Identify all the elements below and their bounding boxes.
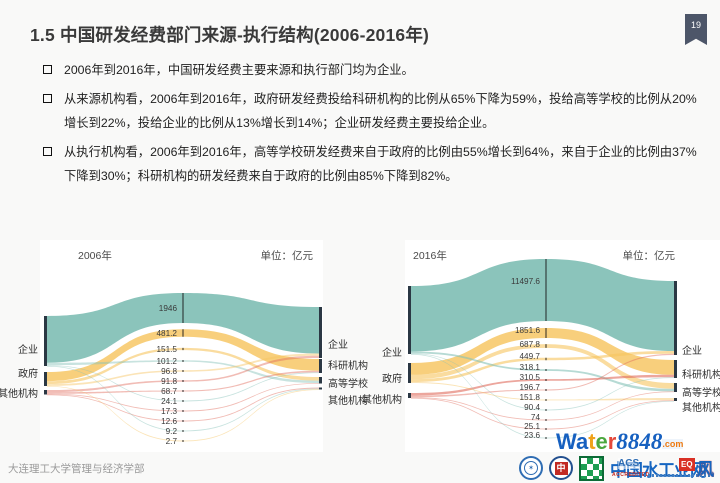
svg-text:101.2: 101.2: [157, 357, 178, 366]
footer-text: 大连理工大学管理与经济学部: [8, 463, 145, 475]
svg-text:481.2: 481.2: [157, 329, 178, 338]
svg-text:91.8: 91.8: [161, 377, 177, 386]
ring-inner-icon: ✶: [524, 461, 538, 475]
eqd-badge: EQ: [679, 458, 695, 471]
svg-text:310.5: 310.5: [520, 373, 541, 382]
target-node-label: 其他机构: [682, 403, 720, 414]
brand-letter: a: [575, 429, 589, 454]
bullet-item: 从执行机构看，2006年到2016年，高等学校研发经费来自于政府的比例由55%增…: [42, 140, 698, 188]
svg-text:151.8: 151.8: [520, 393, 541, 402]
brand-number: 8848: [616, 429, 663, 454]
svg-text:12.6: 12.6: [161, 417, 177, 426]
source-node-label: 企业: [18, 345, 38, 356]
svg-text:2.7: 2.7: [166, 437, 178, 446]
bullet-item: 从来源机构看，2006年到2016年，政府研发经费投给科研机构的比例从65%下降…: [42, 87, 698, 135]
svg-text:25.1: 25.1: [524, 422, 540, 431]
svg-text:151.5: 151.5: [157, 345, 178, 354]
svg-text:23.6: 23.6: [524, 431, 540, 440]
brand-letter: r: [607, 429, 617, 454]
sankey-diagram-2006: 1946 481.2 151.5 101.296.891.868.724.117.31…: [44, 293, 322, 446]
watermark-brand: Water8848.com: [556, 429, 684, 456]
svg-text:96.8: 96.8: [161, 367, 177, 376]
brand-letter: W: [556, 429, 576, 454]
emblem-character: 中: [554, 461, 568, 475]
svg-text:90.4: 90.4: [524, 403, 540, 412]
svg-text:11497.6: 11497.6: [511, 277, 540, 286]
brand-letter: t: [588, 429, 596, 454]
svg-text:24.1: 24.1: [161, 397, 177, 406]
svg-text:196.7: 196.7: [520, 383, 541, 392]
brand-letter: e: [595, 429, 608, 454]
acs-label: ACS: [618, 458, 640, 469]
chart-year-label: 2016年: [413, 250, 447, 262]
sankey-diagram-2016: 11497.6 1851.6 687.8 449.7 318.1310.5196.715…: [408, 258, 677, 440]
svg-text:1946: 1946: [159, 304, 178, 313]
sankey-chart-2006: 2006年 单位：亿元 1946 481.2 151.5 101.2 96.8 91.8 6…: [0, 240, 368, 458]
chart-unit-label: 单位：亿元: [622, 250, 676, 262]
sankey-chart-2016: 2016年 单位：亿元 11497.6 1851.6 687.8 449.7 318.1…: [360, 240, 720, 458]
source-node-label: 其他机构: [0, 389, 38, 400]
target-node-label: 高等学校: [328, 379, 368, 390]
watermark-last-character: 风: [697, 460, 714, 479]
tiny-text-strip: [644, 474, 714, 477]
bullet-list: 2006年到2016年，中国研发经费主要来源和执行部门均为企业。 从来源机构看，…: [42, 58, 698, 193]
svg-text:1851.6: 1851.6: [515, 326, 540, 335]
round-emblem-logo-icon: 中: [549, 456, 573, 480]
source-node-label: 其他机构: [362, 395, 402, 406]
cnas-ring-logo-icon: ✶: [519, 456, 543, 480]
target-node-label: 科研机构: [682, 370, 720, 381]
source-node-label: 企业: [382, 348, 402, 359]
checker-logo-icon: [579, 455, 604, 481]
target-node-label: 企业: [682, 346, 702, 357]
svg-text:17.3: 17.3: [161, 407, 177, 416]
chart-year-label: 2006年: [78, 250, 112, 262]
svg-text:449.7: 449.7: [520, 352, 541, 361]
svg-text:318.1: 318.1: [520, 363, 541, 372]
target-node-label: 高等学校: [682, 388, 720, 399]
page-number-badge: 19: [685, 14, 707, 45]
page-number: 19: [690, 20, 701, 30]
accredited-label: ACCREDITED: [612, 472, 650, 478]
page-title: 1.5 中国研发经费部门来源-执行结构(2006-2016年): [30, 25, 430, 45]
target-node-label: 企业: [328, 340, 348, 351]
bullet-item: 2006年到2016年，中国研发经费主要来源和执行部门均为企业。: [42, 58, 698, 82]
source-node-label: 政府: [18, 369, 38, 380]
brand-tld: .com: [662, 439, 684, 449]
svg-text:74: 74: [531, 413, 541, 422]
svg-text:68.7: 68.7: [161, 387, 177, 396]
svg-text:687.8: 687.8: [520, 340, 541, 349]
target-node-label: 其他机构: [328, 396, 368, 407]
target-node-label: 科研机构: [328, 361, 368, 372]
chart-unit-label: 单位：亿元: [260, 250, 314, 262]
svg-text:9.2: 9.2: [166, 427, 178, 436]
source-node-label: 政府: [382, 374, 402, 385]
